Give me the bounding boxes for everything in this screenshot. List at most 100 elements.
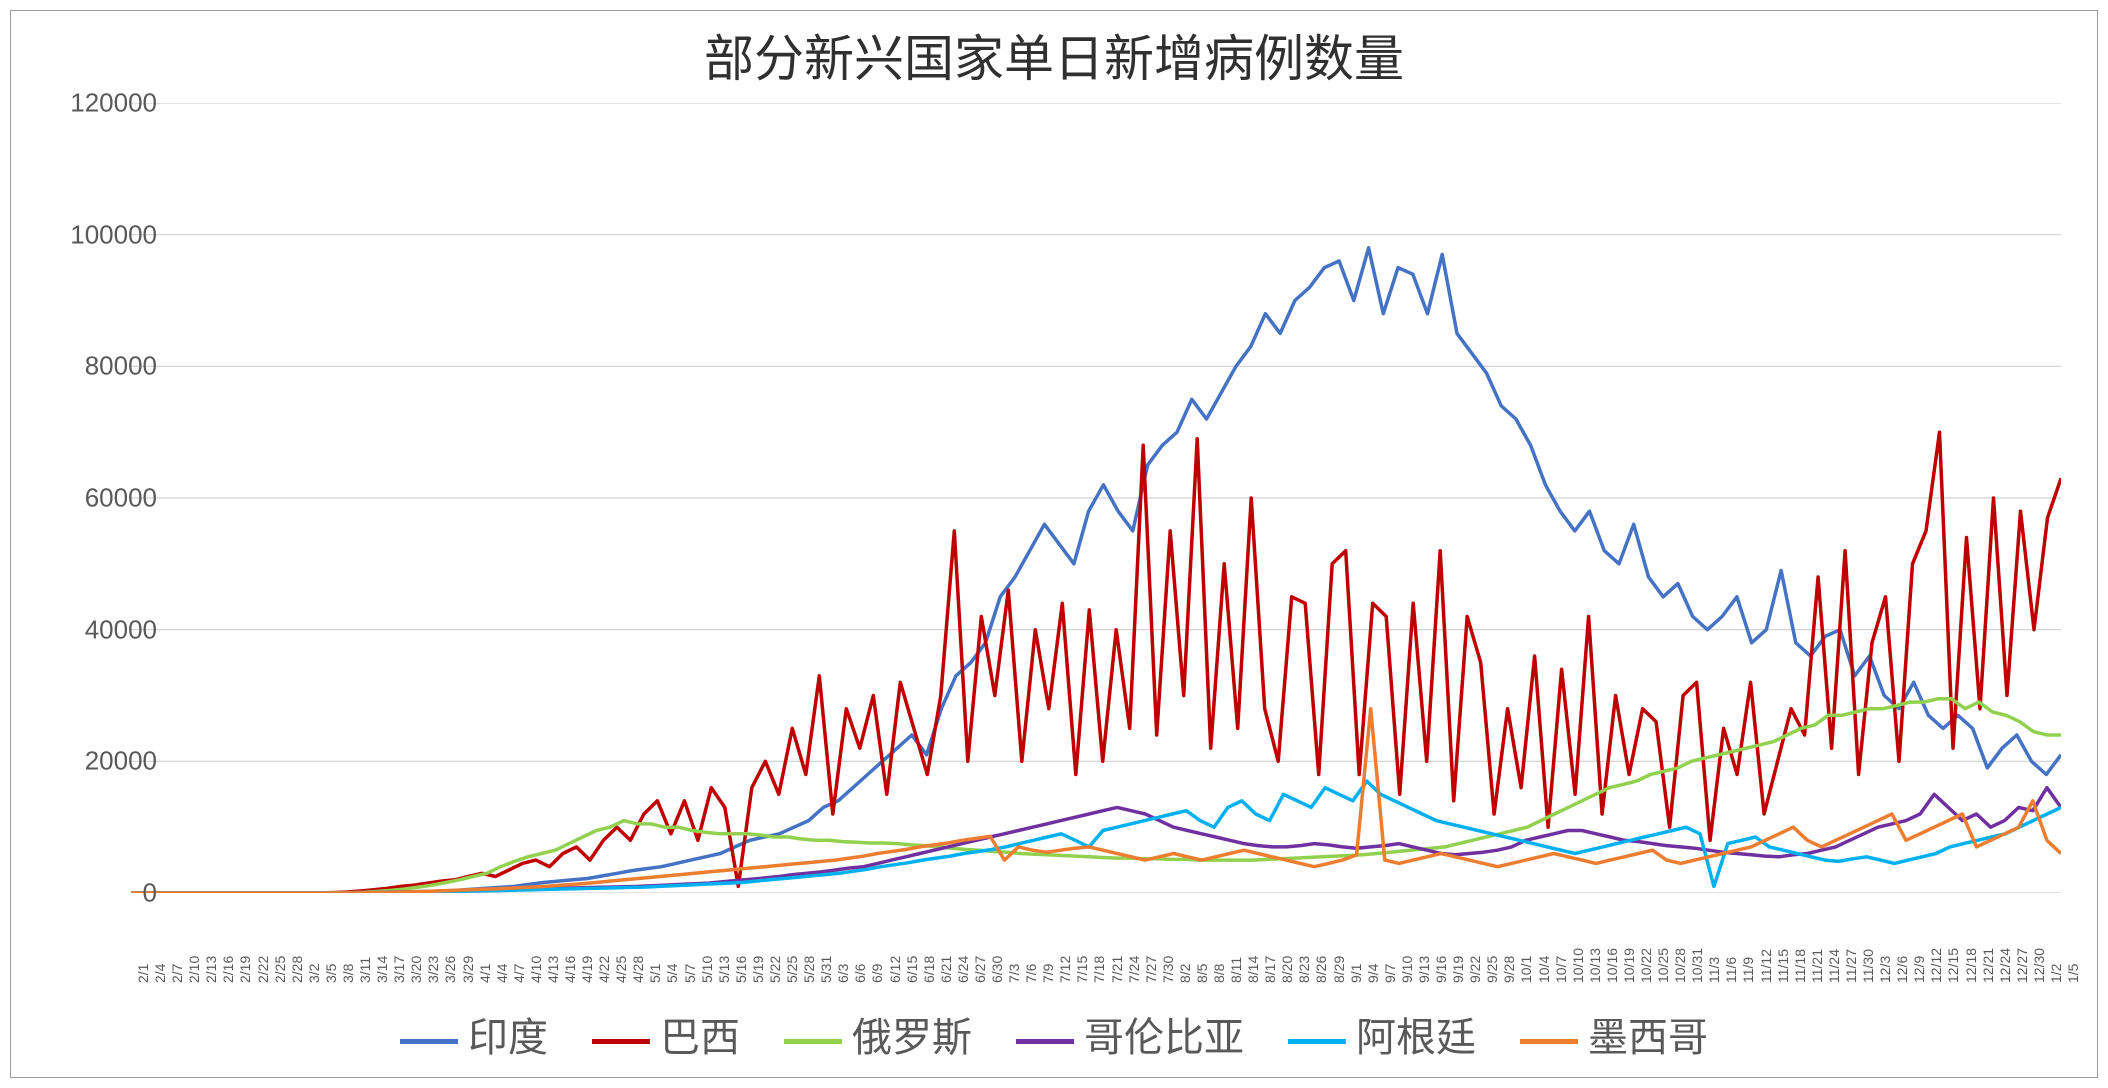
x-tick-label: 4/13 <box>545 956 561 983</box>
x-tick-label: 4/25 <box>613 956 629 983</box>
series-俄罗斯 <box>131 699 2061 893</box>
x-tick-label: 10/19 <box>1621 948 1637 983</box>
x-tick-label: 4/28 <box>630 956 646 983</box>
x-tick-label: 8/26 <box>1313 956 1329 983</box>
legend-swatch <box>1520 1039 1578 1044</box>
x-tick-label: 10/13 <box>1587 948 1603 983</box>
x-tick-label: 9/16 <box>1433 956 1449 983</box>
x-tick-label: 9/7 <box>1382 964 1398 983</box>
x-tick-label: 11/30 <box>1860 949 1876 983</box>
x-tick-label: 1/2 <box>2048 964 2064 983</box>
legend-label: 墨西哥 <box>1588 1015 1708 1060</box>
legend-label: 哥伦比亚 <box>1084 1015 1244 1060</box>
x-tick-label: 6/27 <box>972 956 988 983</box>
x-tick-label: 11/24 <box>1826 949 1842 983</box>
x-tick-label: 12/12 <box>1928 948 1944 983</box>
legend-item-墨西哥: 墨西哥 <box>1520 1005 1708 1063</box>
x-tick-label: 9/10 <box>1399 956 1415 983</box>
x-tick-label: 7/21 <box>1109 956 1125 983</box>
y-tick-label: 20000 <box>47 746 157 777</box>
x-tick-label: 9/25 <box>1484 956 1500 983</box>
x-tick-label: 6/3 <box>835 964 851 983</box>
x-tick-label: 2/28 <box>289 956 305 983</box>
x-tick-label: 11/9 <box>1740 957 1756 983</box>
x-tick-label: 5/19 <box>750 956 766 983</box>
x-tick-label: 2/16 <box>220 956 236 983</box>
x-tick-label: 9/22 <box>1467 956 1483 983</box>
chart-title: 部分新兴国家单日新增病例数量 <box>11 19 2097 91</box>
x-tick-label: 7/30 <box>1160 956 1176 983</box>
x-tick-label: 3/11 <box>357 957 373 983</box>
x-tick-label: 12/30 <box>2031 948 2047 983</box>
plot-area <box>131 103 2061 893</box>
legend-item-哥伦比亚: 哥伦比亚 <box>1016 1005 1244 1063</box>
x-tick-label: 11/21 <box>1809 949 1825 983</box>
x-tick-label: 4/4 <box>494 964 510 983</box>
x-tick-label: 3/14 <box>374 956 390 983</box>
x-tick-label: 8/29 <box>1331 956 1347 983</box>
x-tick-label: 8/14 <box>1245 956 1261 983</box>
x-tick-label: 12/3 <box>1877 956 1893 983</box>
legend-item-俄罗斯: 俄罗斯 <box>784 1005 972 1063</box>
y-tick-label: 80000 <box>47 351 157 382</box>
x-tick-label: 10/1 <box>1518 956 1534 983</box>
legend-swatch <box>784 1039 842 1044</box>
x-tick-label: 7/12 <box>1057 956 1073 983</box>
x-tick-label: 5/13 <box>716 956 732 983</box>
x-tick-label: 5/16 <box>733 956 749 983</box>
legend-item-巴西: 巴西 <box>592 1005 740 1063</box>
x-tick-label: 10/22 <box>1638 948 1654 983</box>
legend-label: 阿根廷 <box>1356 1015 1476 1060</box>
legend-swatch <box>400 1039 458 1044</box>
x-tick-label: 3/29 <box>460 956 476 983</box>
x-tick-label: 6/12 <box>887 956 903 983</box>
x-tick-label: 6/24 <box>955 956 971 983</box>
x-tick-label: 9/13 <box>1416 956 1432 983</box>
x-tick-label: 3/23 <box>425 956 441 983</box>
x-tick-label: 8/23 <box>1296 956 1312 983</box>
x-tick-label: 5/7 <box>682 964 698 983</box>
x-tick-label: 3/20 <box>408 956 424 983</box>
x-tick-label: 12/15 <box>1945 948 1961 983</box>
legend-label: 印度 <box>468 1015 548 1060</box>
x-tick-label: 7/6 <box>1023 964 1039 983</box>
x-tick-label: 3/17 <box>391 956 407 983</box>
x-tick-label: 4/10 <box>528 956 544 983</box>
x-tick-label: 7/15 <box>1074 956 1090 983</box>
legend-swatch <box>1016 1039 1074 1044</box>
x-tick-label: 2/19 <box>237 956 253 983</box>
x-tick-label: 6/30 <box>989 956 1005 983</box>
legend: 印度巴西 俄罗斯 哥伦比亚 阿根廷 墨西哥 <box>11 1005 2097 1063</box>
line-series <box>131 103 2061 893</box>
x-tick-label: 7/3 <box>1006 964 1022 983</box>
x-tick-label: 6/6 <box>852 964 868 983</box>
x-tick-label: 2/4 <box>152 964 168 983</box>
x-tick-label: 12/6 <box>1894 956 1910 983</box>
x-tick-label: 11/15 <box>1775 949 1791 983</box>
x-tick-label: 3/5 <box>323 964 339 983</box>
x-tick-label: 6/21 <box>938 956 954 983</box>
x-tick-label: 4/7 <box>511 964 527 983</box>
x-tick-label: 7/18 <box>1091 956 1107 983</box>
x-tick-label: 12/24 <box>1997 948 2013 983</box>
y-tick-label: 100000 <box>47 219 157 250</box>
x-tick-label: 4/1 <box>477 964 493 983</box>
chart-container: 部分新兴国家单日新增病例数量 0200004000060000800001000… <box>10 10 2098 1078</box>
x-tick-label: 6/18 <box>921 956 937 983</box>
x-tick-label: 2/13 <box>203 956 219 983</box>
x-tick-label: 10/16 <box>1604 948 1620 983</box>
x-tick-label: 4/19 <box>579 956 595 983</box>
x-tick-label: 9/28 <box>1501 956 1517 983</box>
x-tick-label: 5/10 <box>699 956 715 983</box>
x-tick-label: 9/4 <box>1365 964 1381 983</box>
x-tick-label: 10/10 <box>1570 948 1586 983</box>
x-tick-label: 10/31 <box>1689 948 1705 983</box>
x-axis-ticks: 2/12/42/72/102/132/162/192/222/252/283/2… <box>131 895 2061 987</box>
y-tick-label: 120000 <box>47 88 157 119</box>
x-tick-label: 4/16 <box>562 956 578 983</box>
legend-label: 俄罗斯 <box>852 1015 972 1060</box>
x-tick-label: 2/25 <box>272 956 288 983</box>
x-tick-label: 6/15 <box>904 956 920 983</box>
series-印度 <box>131 248 2061 893</box>
x-tick-label: 7/24 <box>1126 956 1142 983</box>
